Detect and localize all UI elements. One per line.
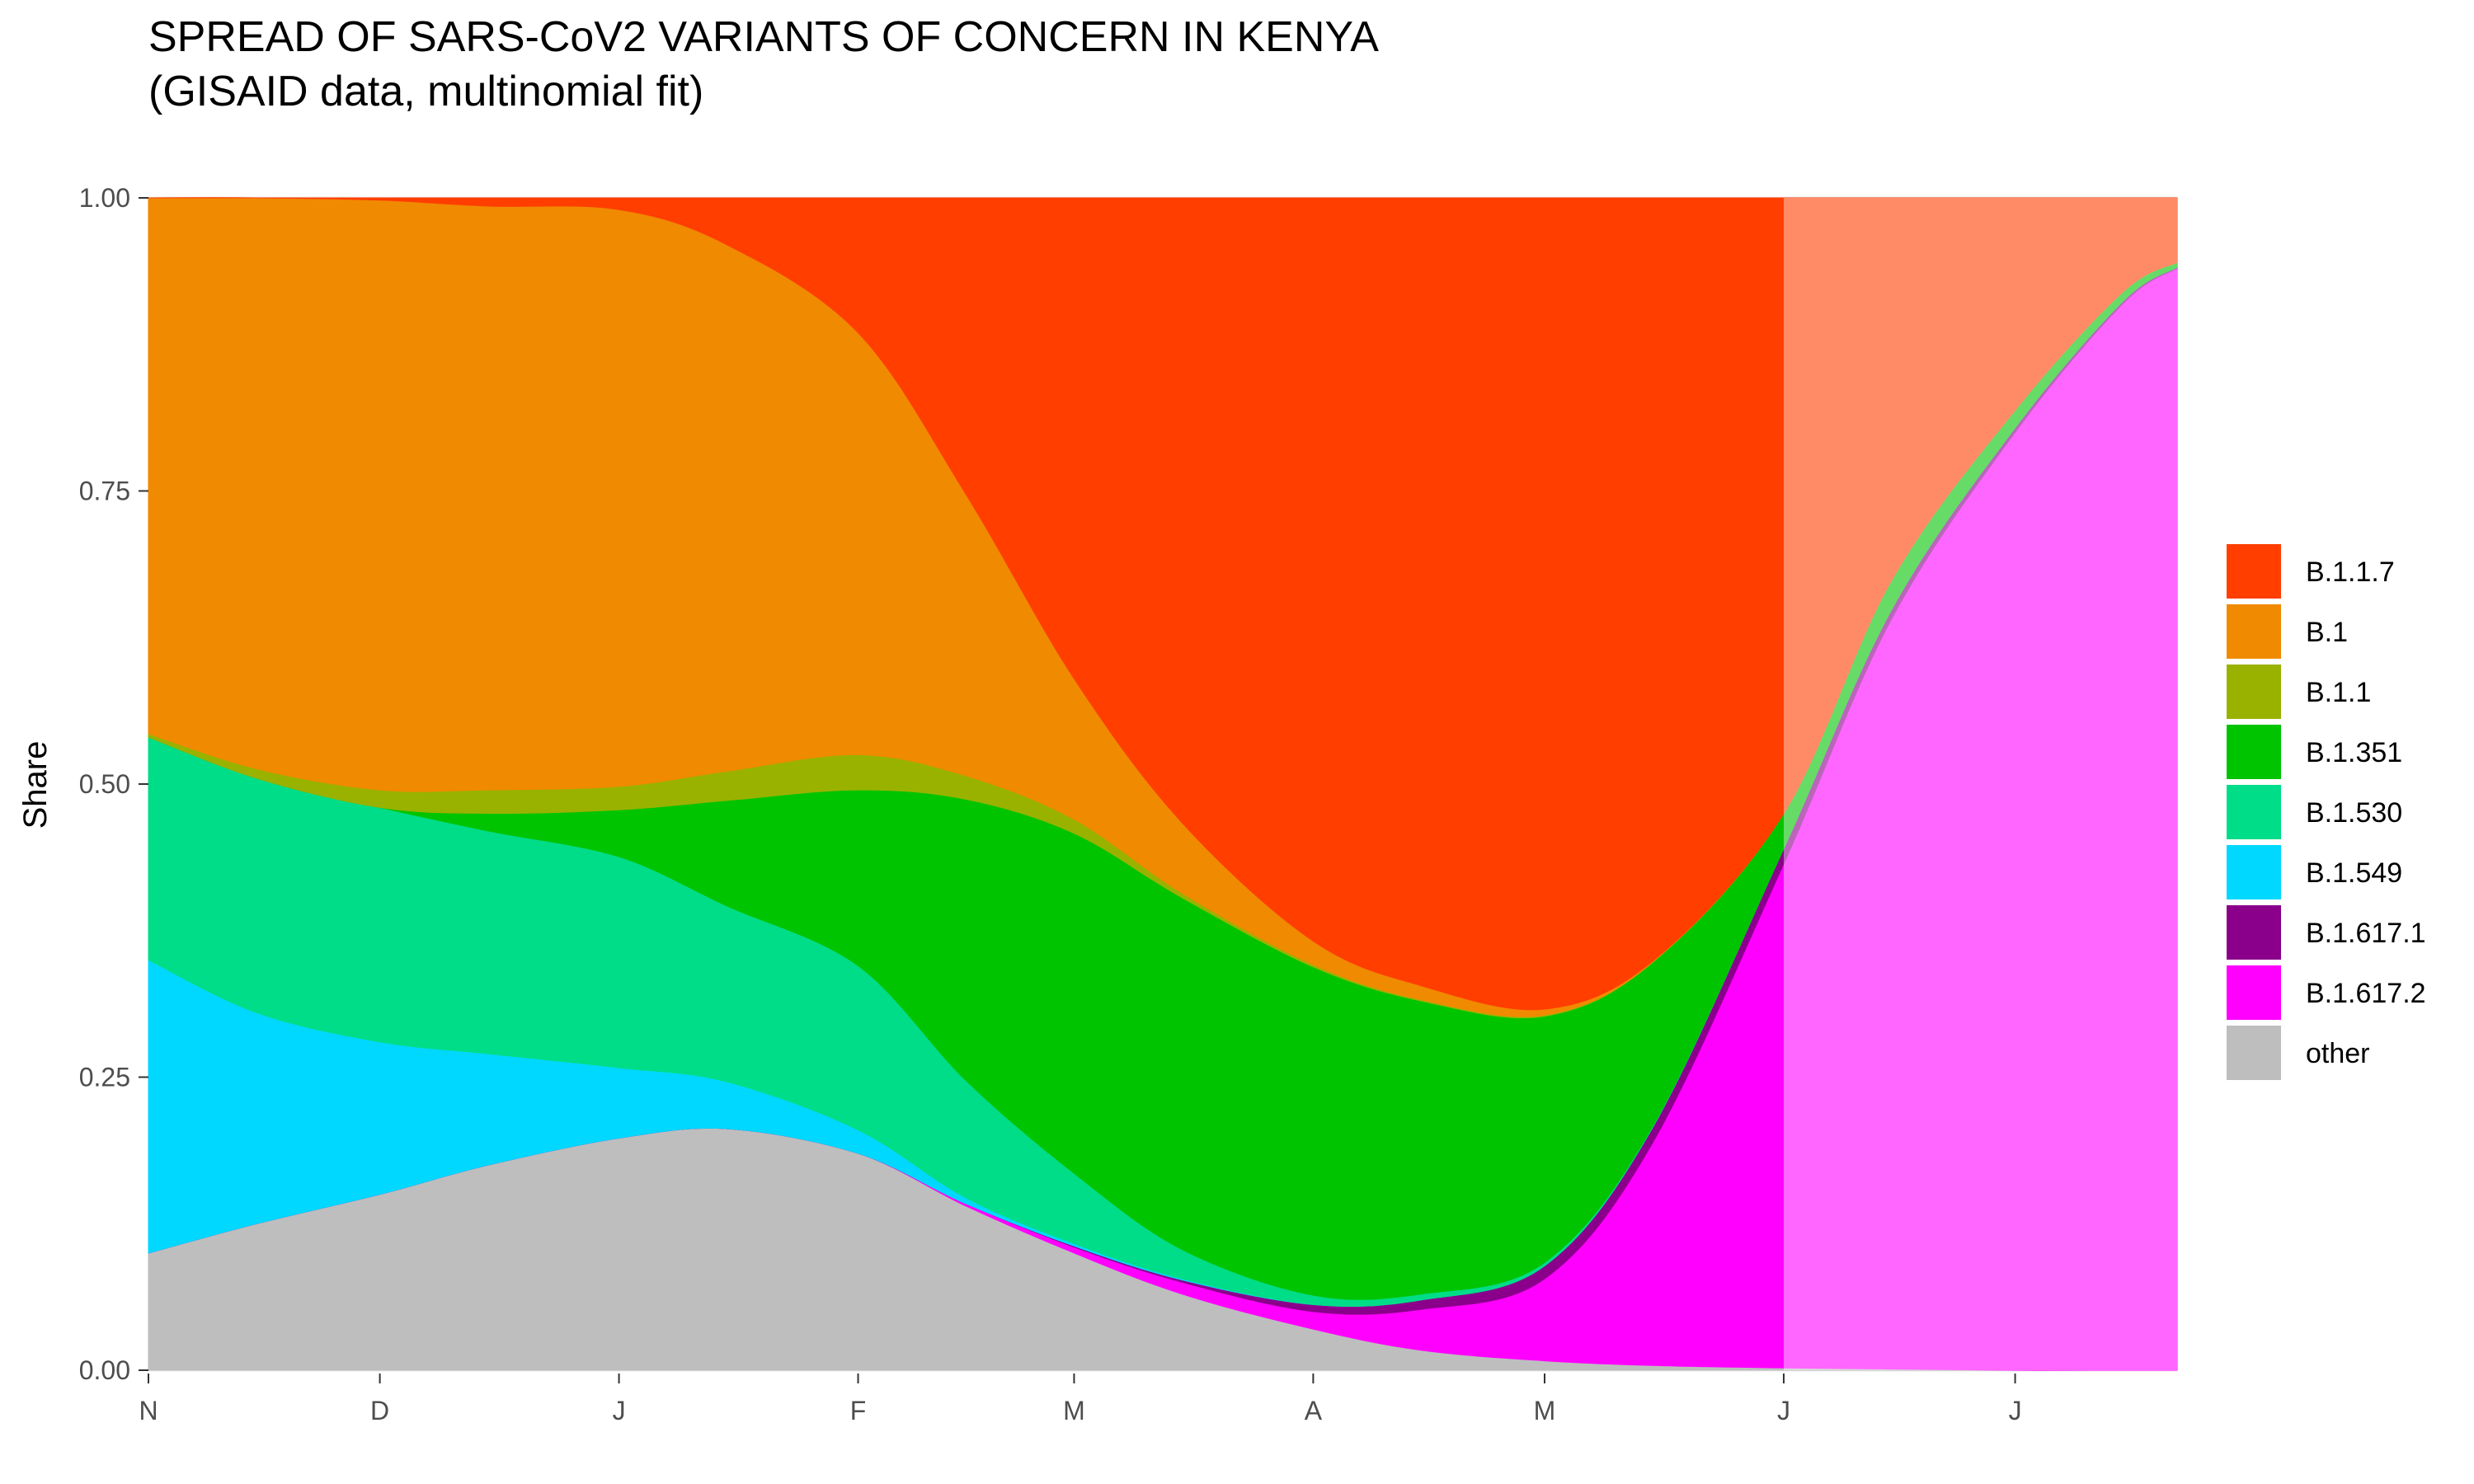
legend-swatch (2227, 604, 2281, 659)
legend-label: B.1.549 (2306, 857, 2402, 889)
legend-swatch (2227, 785, 2281, 839)
x-tick-label: M (1063, 1396, 1085, 1425)
y-tick-label: 0.75 (79, 477, 130, 506)
chart-subtitle: (GISAID data, multinomial fit) (148, 68, 703, 115)
x-tick-label: J (2009, 1396, 2022, 1425)
y-axis-label: Share (17, 741, 54, 829)
legend-swatch (2227, 544, 2281, 599)
chart-title: SPREAD OF SARS-CoV2 VARIANTS OF CONCERN … (148, 13, 1379, 61)
legend-swatch (2227, 1026, 2281, 1080)
legend-swatch (2227, 665, 2281, 719)
x-tick-label: N (139, 1396, 158, 1425)
legend-label: B.1.1 (2306, 677, 2371, 708)
y-tick-label: 1.00 (79, 183, 130, 213)
legend-swatch (2227, 725, 2281, 779)
legend-label: other (2306, 1038, 2370, 1069)
x-tick-label: D (370, 1396, 389, 1425)
legend-swatch (2227, 845, 2281, 899)
x-tick-label: F (850, 1396, 867, 1425)
legend-label: B.1.617.2 (2306, 978, 2426, 1009)
legend: B.1.1.7 B.1 B.1.1 B.1.351 B.1.530 B.1.549 B.1.… (2227, 544, 2426, 1080)
legend-label: B.1.1.7 (2306, 556, 2395, 588)
y-tick-label: 0.00 (79, 1355, 130, 1385)
legend-label: B.1.617.1 (2306, 918, 2426, 949)
y-tick-label: 0.25 (79, 1063, 130, 1092)
x-tick-label: M (1534, 1396, 1556, 1425)
legend-label: B.1.351 (2306, 737, 2402, 768)
x-tick-label: A (1305, 1396, 1323, 1425)
legend-swatch (2227, 905, 2281, 960)
y-tick-label: 0.50 (79, 769, 130, 799)
legend-label: B.1.530 (2306, 797, 2402, 829)
x-tick-label: J (613, 1396, 626, 1425)
x-tick-label: J (1777, 1396, 1790, 1425)
y-axis-ticks: 0.00 0.25 0.50 0.75 1.00 (79, 183, 148, 1385)
area-b-1-1-7 (148, 197, 2178, 1011)
legend-swatch (2227, 965, 2281, 1020)
legend-label: B.1 (2306, 617, 2348, 648)
projection-overlay (1783, 198, 2177, 1370)
stacked-areas (148, 197, 2178, 1371)
